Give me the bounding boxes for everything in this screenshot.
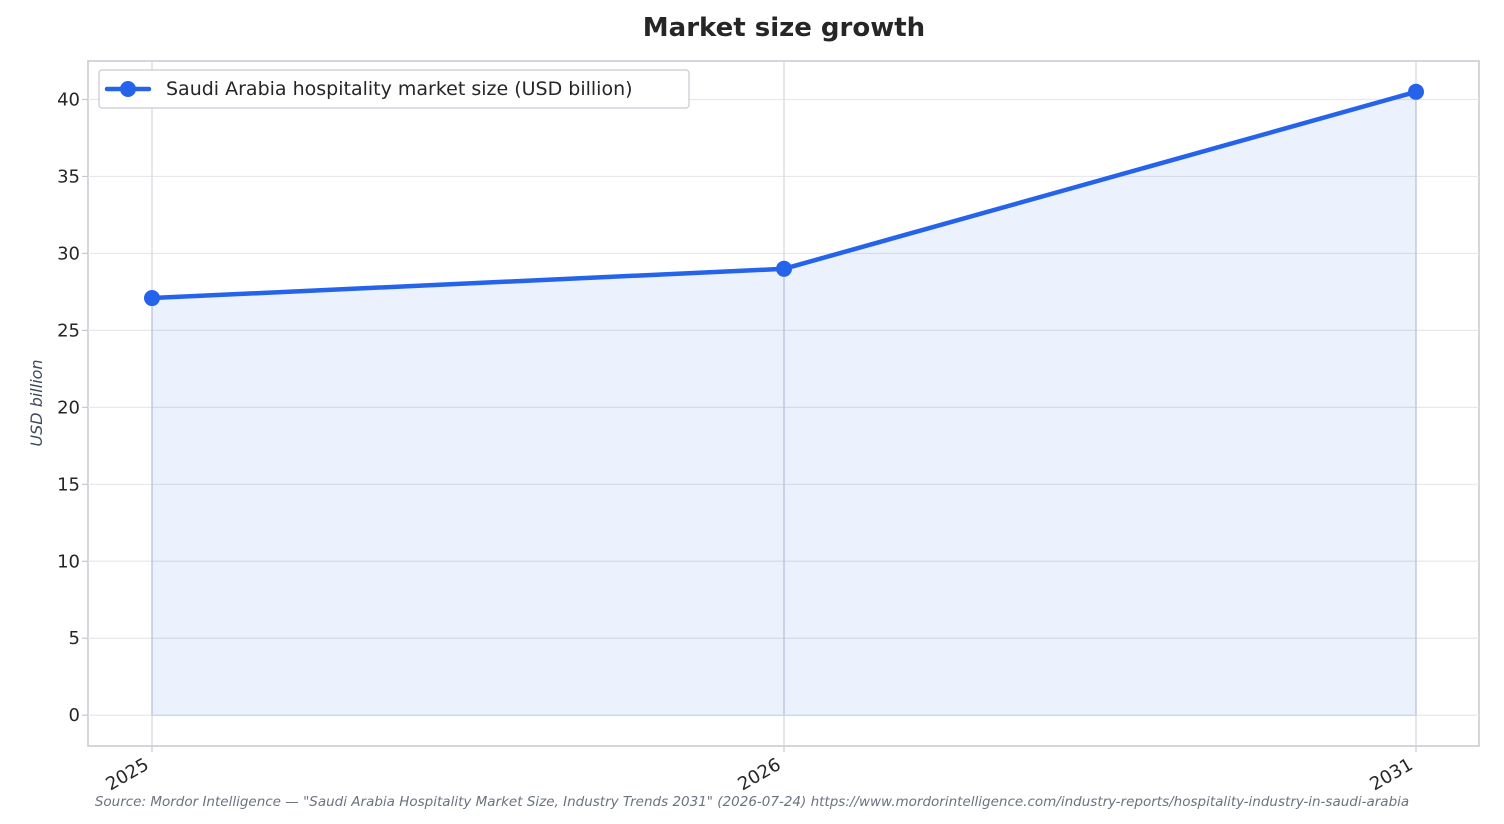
y-tick-label: 30 bbox=[57, 243, 80, 264]
x-tick-label: 2026 bbox=[734, 754, 784, 795]
source-note: Source: Mordor Intelligence — "Saudi Ara… bbox=[95, 794, 1409, 810]
legend-label: Saudi Arabia hospitality market size (US… bbox=[166, 78, 633, 100]
y-tick-label: 25 bbox=[57, 320, 80, 341]
x-tick-label: 2025 bbox=[102, 754, 152, 795]
y-tick-label: 40 bbox=[57, 89, 80, 110]
area-fill-layer bbox=[151, 91, 1417, 716]
y-tick-label: 10 bbox=[57, 551, 80, 572]
data-point bbox=[1408, 83, 1424, 100]
legend-box bbox=[98, 69, 690, 109]
data-point bbox=[144, 290, 160, 307]
y-tick-label: 20 bbox=[57, 397, 80, 418]
legend: Saudi Arabia hospitality market size (US… bbox=[98, 69, 690, 109]
legend-marker bbox=[120, 81, 136, 97]
y-axis-label: USD billion bbox=[27, 359, 46, 446]
y-tick-label: 35 bbox=[57, 166, 80, 187]
y-tick-label: 15 bbox=[57, 474, 80, 495]
x-tick-label: 2031 bbox=[1366, 754, 1416, 795]
y-tick-label: 0 bbox=[69, 705, 80, 726]
y-tick-label: 5 bbox=[69, 628, 80, 649]
x-tick-labels: 2025 2026 2031 bbox=[102, 754, 1416, 795]
y-tick-labels: 0 5 10 15 20 25 30 35 40 bbox=[57, 89, 80, 726]
chart-title: Market size growth bbox=[643, 13, 925, 43]
data-point bbox=[776, 260, 792, 277]
data-points bbox=[144, 83, 1424, 307]
